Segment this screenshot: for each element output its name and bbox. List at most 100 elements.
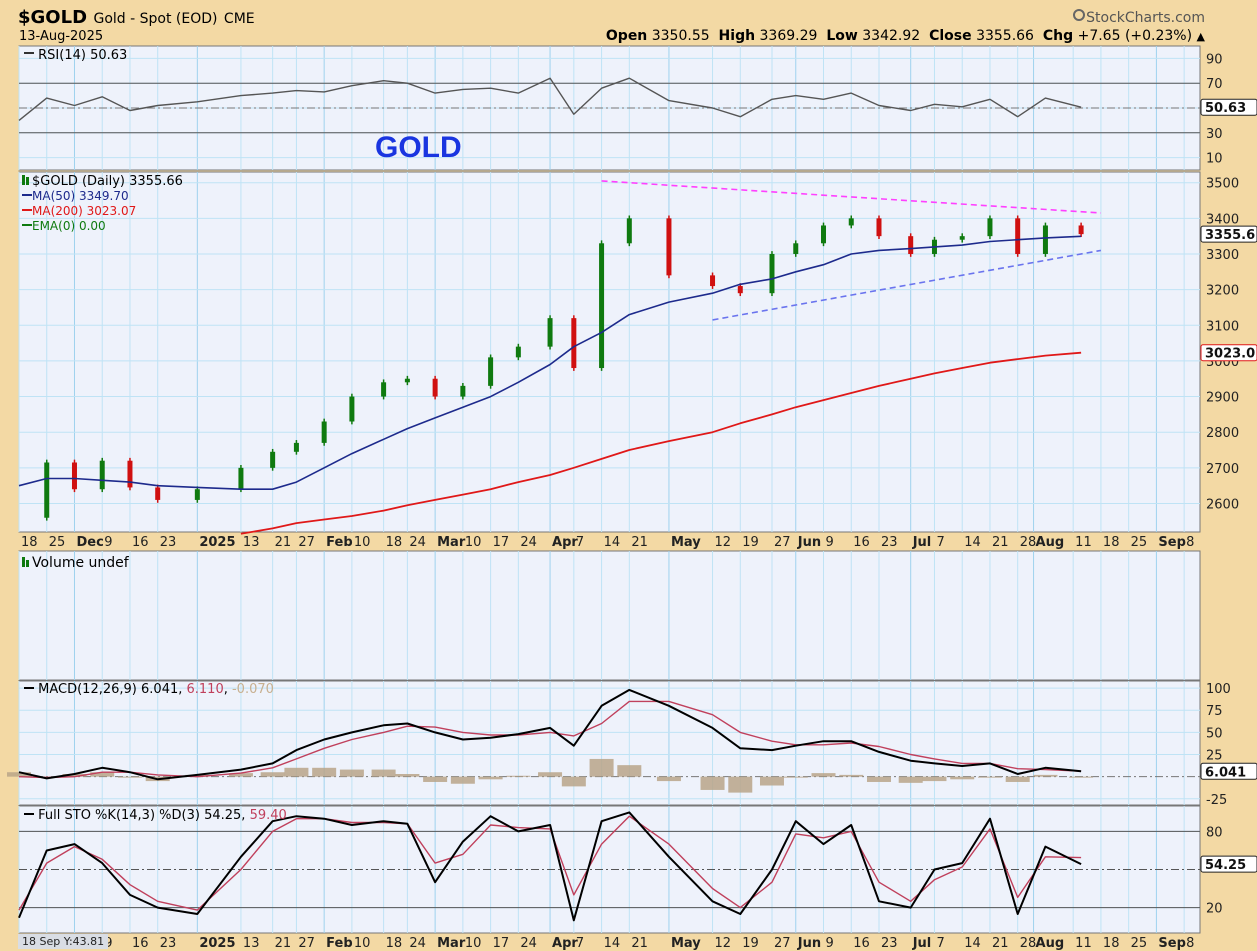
high-value: 3369.29 bbox=[759, 28, 818, 44]
x-tick-label-bottom: 14 bbox=[604, 936, 621, 951]
sto-last-value-label: 54.25 bbox=[1205, 858, 1246, 873]
brand-name: StockCharts.com bbox=[1086, 10, 1205, 26]
low-label: Low bbox=[826, 28, 858, 44]
x-tick-label-bottom: Sep bbox=[1158, 936, 1186, 951]
price-candle-body bbox=[155, 487, 161, 500]
macd-histogram-bar bbox=[450, 776, 475, 784]
price-candle-body bbox=[599, 243, 605, 369]
price-candle-body bbox=[127, 460, 133, 488]
macd-histogram-bar bbox=[656, 776, 681, 782]
price-candle-body bbox=[44, 462, 50, 518]
x-tick-label: 14 bbox=[604, 535, 621, 550]
x-tick-label: Apr bbox=[552, 535, 578, 550]
hist-value: -0.070 bbox=[231, 682, 274, 697]
x-tick-label-bottom: May bbox=[671, 936, 701, 951]
x-tick-label: 7 bbox=[936, 535, 944, 550]
sto-y-tick-label: 20 bbox=[1206, 902, 1223, 917]
macd-legend: MACD(12,26,9) 6.041, 6.110, -0.070 bbox=[24, 682, 274, 697]
x-tick-label-bottom: 21 bbox=[992, 936, 1009, 951]
macd-last-value-label: 6.041 bbox=[1205, 765, 1246, 780]
high-label: High bbox=[718, 28, 756, 44]
macd-value: 6.041 bbox=[141, 682, 179, 697]
sto-k-line bbox=[18, 811, 1082, 922]
rsi-y-tick-label: 10 bbox=[1206, 152, 1223, 167]
macd-histogram-bar bbox=[977, 776, 1002, 778]
macd-histogram-bar bbox=[506, 775, 531, 777]
price-y-tick-label: 2800 bbox=[1206, 426, 1239, 441]
volume-legend-text: Volume undef bbox=[32, 555, 129, 571]
x-tick-label: May bbox=[671, 535, 701, 550]
low-value: 3342.92 bbox=[862, 28, 921, 44]
price-candle-body bbox=[321, 421, 327, 443]
price-ma200-last-value-badge bbox=[1200, 344, 1257, 362]
x-tick-label: Aug bbox=[1036, 535, 1065, 550]
ma200-legend-text: MA(200) 3023.07 bbox=[32, 204, 137, 218]
volume-panel-bg bbox=[18, 550, 1201, 681]
x-tick-label-bottom: 16 bbox=[132, 936, 149, 951]
x-tick-label-bottom: 8 bbox=[1186, 936, 1194, 951]
macd-histogram-bar bbox=[339, 769, 364, 777]
price-candle-body bbox=[293, 442, 299, 452]
x-tick-label-bottom: 27 bbox=[774, 936, 791, 951]
x-tick-label-bottom: 11 bbox=[1075, 936, 1092, 951]
ma200-legend: MA(200) 3023.07 bbox=[22, 204, 183, 219]
macd-histogram-bar bbox=[617, 765, 642, 777]
price-panel-bg bbox=[18, 171, 1201, 533]
chart-date: 13-Aug-2025 bbox=[19, 29, 104, 44]
price-candle-body bbox=[769, 253, 775, 294]
close-value: 3355.66 bbox=[976, 28, 1034, 44]
x-tick-label-bottom: 18 bbox=[386, 936, 403, 951]
x-tick-label-bottom: 16 bbox=[853, 936, 870, 951]
candle-legend-icon bbox=[22, 175, 25, 185]
x-tick-label: 16 bbox=[853, 535, 870, 550]
axis-labels: 18182525DecDec99161623232025202513132121… bbox=[21, 52, 1257, 951]
ma200-line bbox=[240, 351, 1082, 535]
macd-histogram-bar bbox=[260, 772, 285, 777]
macd-y-tick-label: 50 bbox=[1206, 726, 1223, 741]
price-candle-body bbox=[821, 225, 827, 244]
price-candle-body bbox=[793, 243, 799, 254]
instrument-name: Gold - Spot (EOD) bbox=[93, 11, 218, 27]
ma50-legend-text: MA(50) 3349.70 bbox=[32, 189, 129, 203]
sto-legend-title: Full STO %K(14,3) %D(3) bbox=[38, 808, 200, 823]
macd-histogram-bar bbox=[371, 769, 396, 777]
macd-histogram-bar bbox=[1033, 774, 1058, 777]
macd-histogram-bar bbox=[395, 774, 420, 777]
price-candle-body bbox=[488, 357, 494, 386]
macd-y-tick-label: 25 bbox=[1206, 749, 1223, 764]
price-y-tick-label: 2600 bbox=[1206, 497, 1239, 512]
x-tick-label-bottom: 7 bbox=[576, 936, 584, 951]
price-legend: $GOLD (Daily) 3355.66 MA(50) 3349.70 MA(… bbox=[22, 174, 183, 234]
signal-value: 6.110 bbox=[186, 682, 224, 697]
ema-legend: EMA(0) 0.00 bbox=[22, 219, 183, 234]
x-tick-label: Feb bbox=[326, 535, 352, 550]
rsi-last-value-label: 50.63 bbox=[1205, 101, 1246, 116]
close-label: Close bbox=[929, 28, 972, 44]
x-tick-label-bottom: Mar bbox=[437, 936, 466, 951]
macd-histogram-bar bbox=[759, 776, 784, 786]
x-tick-label: 24 bbox=[409, 535, 426, 550]
macd-last-value-badge bbox=[1200, 762, 1257, 780]
x-tick-label: 10 bbox=[354, 535, 371, 550]
ema-legend-icon bbox=[22, 224, 32, 226]
x-tick-label-bottom: 9 bbox=[826, 936, 834, 951]
x-tick-label-bottom: Aug bbox=[1036, 936, 1065, 951]
x-tick-label-bottom: 24 bbox=[409, 936, 426, 951]
macd-histogram-bar bbox=[228, 773, 253, 777]
brand[interactable]: StockCharts.com bbox=[1073, 9, 1205, 26]
x-tick-label-bottom: 17 bbox=[493, 936, 510, 951]
price-candle-body bbox=[1042, 225, 1048, 254]
exchange: CME bbox=[223, 11, 255, 27]
macd-histogram-bar bbox=[62, 774, 87, 777]
macd-histogram-bar bbox=[866, 776, 891, 782]
x-tick-label-bottom: 21 bbox=[275, 936, 292, 951]
x-tick-label-bottom: Jul bbox=[912, 936, 932, 951]
macd-y-tick-label: 75 bbox=[1206, 704, 1223, 719]
x-tick-label-bottom: 12 bbox=[715, 936, 732, 951]
price-y-tick-label: 3400 bbox=[1206, 212, 1239, 227]
price-y-tick-label: 3200 bbox=[1206, 284, 1239, 299]
support-trendline bbox=[712, 249, 1102, 321]
price-candle-body bbox=[404, 378, 410, 383]
candle-legend-icon-2 bbox=[26, 177, 29, 185]
